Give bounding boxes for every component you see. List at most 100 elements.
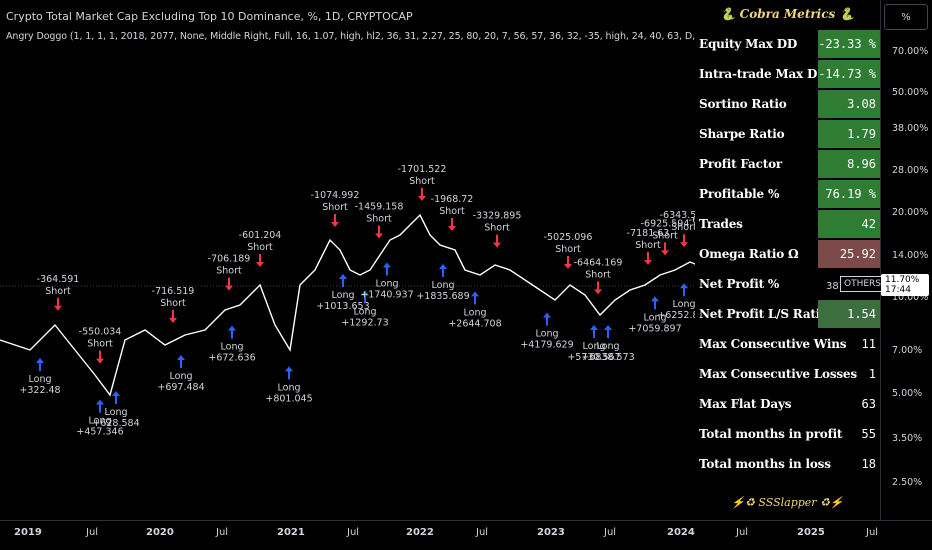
short-arrow-icon (169, 310, 177, 323)
trade-label: -364.591 (37, 274, 80, 285)
long-arrow-icon (228, 325, 236, 339)
x-tick-label: 2021 (277, 527, 305, 538)
long-arrow-icon (604, 325, 612, 338)
bar-countdown: 17:44 (885, 285, 911, 295)
metric-label: Total months in profit (699, 427, 843, 441)
metrics-title: 🐍 Cobra Metrics 🐍 (720, 7, 855, 21)
short-arrow-icon (375, 225, 383, 239)
short-arrow-icon (594, 281, 602, 295)
short-arrow-icon (96, 350, 104, 364)
metric-row: Trades 42 (695, 209, 880, 239)
trade-label: Short (555, 244, 581, 255)
trade-label: +628.584 (92, 418, 139, 429)
net-profit-value: 387 (826, 281, 846, 292)
metric-label: Max Consecutive Losses (699, 367, 857, 381)
price-axis[interactable] (880, 0, 932, 520)
trade-label: Short (409, 176, 435, 187)
metrics-footer: ⚡♻ SSSlapper ♻⚡ (731, 495, 844, 509)
trade-label: -6343.506 (660, 210, 709, 221)
metric-row: Intra-trade Max DD -14.73 % (695, 59, 880, 89)
long-arrow-icon (439, 264, 447, 277)
short-arrow-icon (564, 256, 572, 269)
cobra-metrics-table: 🐍 Cobra Metrics 🐍 Equity Max DD -23.33 % I… (695, 0, 880, 520)
metric-row: Profit Factor 8.96 (695, 149, 880, 179)
trade-label: +2644.708 (448, 318, 501, 329)
y-tick-label: 28.00% (892, 165, 929, 176)
short-arrow-icon (225, 277, 233, 291)
trade-label: +1740.937 (360, 290, 413, 301)
y-tick-label: 38.00% (892, 123, 929, 134)
x-tick-label: 2020 (146, 527, 174, 538)
trade-label: Short (247, 242, 273, 253)
long-arrow-icon (543, 312, 551, 326)
x-tick-label: Jul (866, 527, 879, 538)
percent-scale-button[interactable]: % (884, 4, 928, 30)
trade-label: Long (673, 299, 696, 310)
time-axis[interactable] (0, 520, 932, 550)
metric-value: 42 (818, 210, 880, 238)
x-tick-label: Jul (216, 527, 229, 538)
indicator-legend[interactable]: Angry Doggo (1, 1, 1, 1, 2018, 2077, Non… (6, 31, 782, 42)
trade-label: Long (583, 341, 606, 352)
short-arrow-icon (661, 242, 669, 256)
long-arrow-icon (361, 290, 369, 304)
trade-label: +5730.567 (567, 352, 620, 363)
trade-label: -6925.594 (641, 218, 690, 229)
trade-label: Long (597, 341, 620, 352)
price-chart[interactable]: Long+322.48-364.591ShortLong+457.346-550… (0, 0, 880, 520)
metric-value: 18 (861, 457, 876, 471)
metric-label: Max Flat Days (699, 397, 792, 411)
metric-label: Intra-trade Max DD (699, 67, 828, 81)
trade-label: +672.636 (208, 353, 255, 364)
trade-label: +6838.573 (581, 352, 634, 363)
y-tick-label: 5.00% (892, 388, 923, 399)
short-arrow-icon (256, 254, 264, 267)
metric-row: Max Consecutive Wins 11 (695, 329, 880, 359)
trade-label: Long (105, 407, 128, 418)
trade-label: -7181.63 (627, 228, 670, 239)
metric-row: Equity Max DD -23.33 % (695, 29, 880, 59)
metric-value: -23.33 % (818, 30, 880, 58)
metric-row: Sortino Ratio 3.08 (695, 89, 880, 119)
trade-label: Long (29, 374, 52, 385)
long-arrow-icon (680, 283, 688, 297)
metric-label: Profit Factor (699, 157, 783, 171)
metric-label: Net Profit % (699, 277, 780, 291)
trade-label: +697.484 (157, 382, 204, 393)
trade-label: Long (278, 382, 301, 393)
trade-label: Short (216, 266, 242, 277)
trade-label: Long (464, 307, 487, 318)
short-arrow-icon (54, 297, 62, 311)
trade-label: Long (221, 342, 244, 353)
trade-label: Short (585, 269, 611, 280)
y-tick-label: 70.00% (892, 46, 929, 57)
trade-label: -716.519 (152, 286, 195, 297)
trade-label: Short (366, 214, 392, 225)
long-arrow-icon (651, 296, 659, 310)
long-arrow-icon (471, 291, 479, 305)
short-arrow-icon (493, 234, 501, 248)
trade-label: +322.48 (19, 385, 60, 396)
x-tick-label: Jul (604, 527, 617, 538)
trade-label: Long (89, 416, 112, 427)
metric-value: 1.54 (818, 300, 880, 328)
metric-row: Total months in loss 18 (695, 449, 880, 479)
trade-label: +1835.689 (416, 291, 469, 302)
x-tick-label: Jul (736, 527, 749, 538)
trade-label: -550.034 (79, 327, 122, 338)
metric-label: Net Profit L/S Ratio (699, 307, 828, 321)
long-arrow-icon (383, 262, 391, 276)
long-arrow-icon (339, 274, 347, 287)
metric-value: 3.08 (818, 90, 880, 118)
metric-label: Equity Max DD (699, 37, 798, 51)
trade-label: Short (652, 230, 678, 241)
long-arrow-icon (177, 355, 185, 368)
trade-label: Short (635, 240, 661, 251)
trade-label: +801.045 (265, 393, 312, 404)
metric-value: 25.92 (818, 240, 880, 268)
y-tick-label: 3.50% (892, 433, 923, 444)
price-series-line (0, 213, 716, 397)
metric-value: -14.73 % (818, 60, 880, 88)
x-tick-label: Jul (347, 527, 360, 538)
trade-label: -706.189 (208, 254, 251, 265)
